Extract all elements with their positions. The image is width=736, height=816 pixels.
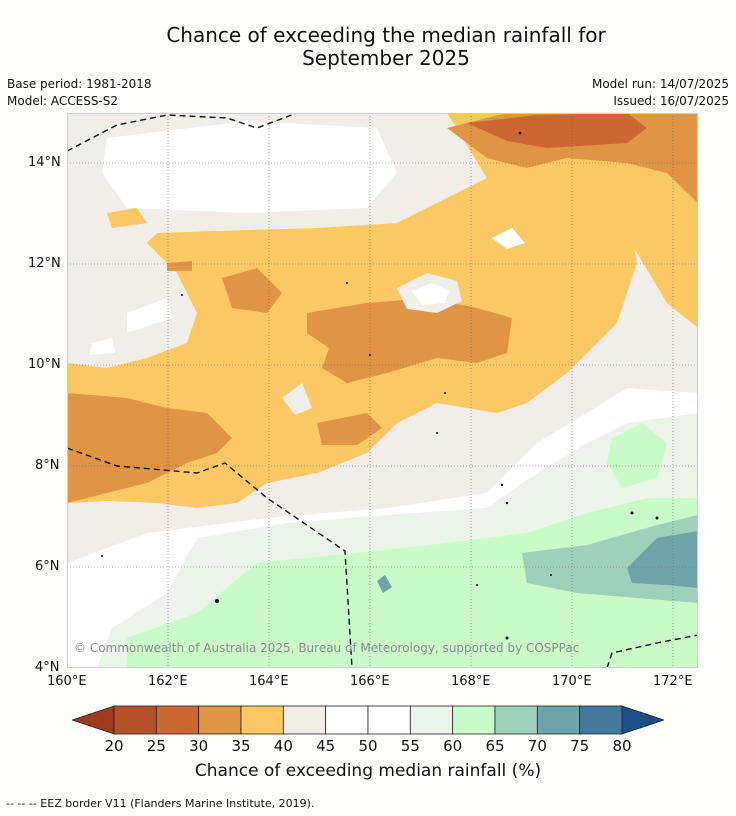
colorbar-bin-65-70 <box>494 705 538 735</box>
contour-65 <box>127 498 698 668</box>
contour-50-small1 <box>89 338 115 355</box>
contour-30-west <box>67 393 232 503</box>
colorbar-tick-50: 50 <box>358 737 378 755</box>
colorbar-bin-30-35 <box>198 705 242 735</box>
eez-footer-note: -- -- -- EEZ border V11 (Flanders Marine… <box>6 797 315 810</box>
island-markers <box>101 131 659 640</box>
contour-35-ne <box>447 113 698 328</box>
colorbar-tick-75: 75 <box>570 737 590 755</box>
lon-tick-168: 168°E <box>451 674 491 689</box>
lon-tick-162: 162°E <box>148 674 188 689</box>
contour-30-small <box>317 413 382 445</box>
colorbar-tick-60: 60 <box>443 737 463 755</box>
chart-title-line1: Chance of exceeding the median rainfall … <box>166 23 606 47</box>
lat-tick-12: 12°N <box>28 256 61 271</box>
colorbar-bin-40-45 <box>282 705 327 735</box>
lat-tick-10: 10°N <box>28 357 61 372</box>
lon-tick-160: 160°E <box>47 674 87 689</box>
colorbar-under-arrow <box>72 705 115 735</box>
colorbar-bin-60-65 <box>452 705 496 735</box>
colorbar-over-arrow <box>621 705 664 735</box>
lon-tick-164: 164°E <box>249 674 289 689</box>
contour-50-hole3 <box>492 228 525 249</box>
model-name: Model: ACCESS-S2 <box>7 94 119 108</box>
lat-tick-8: 8°N <box>35 458 60 473</box>
eez-border <box>67 113 698 668</box>
colorbar-tick-20: 20 <box>104 737 124 755</box>
rainfall-map <box>67 113 698 668</box>
contour-25-ne <box>467 113 647 148</box>
contour-small-75 <box>377 575 392 593</box>
colorbar-tick-65: 65 <box>485 737 505 755</box>
lon-tick-166: 166°E <box>350 674 390 689</box>
chart-title-line2: September 2025 <box>302 46 470 70</box>
colorbar-tick-35: 35 <box>231 737 251 755</box>
colorbar-bin-70-75 <box>536 705 581 735</box>
contour-30-center2 <box>222 268 282 313</box>
colorbar-bin-55-60 <box>409 705 454 735</box>
colorbar-tick-70: 70 <box>527 737 547 755</box>
colorbar-tick-45: 45 <box>316 737 336 755</box>
contour-30-center <box>307 298 512 383</box>
colorbar <box>72 705 664 735</box>
lat-tick-14: 14°N <box>28 155 61 170</box>
colorbar-bin-20-25 <box>113 705 157 735</box>
base-period: Base period: 1981-2018 <box>7 77 152 91</box>
colorbar-bin-50-55 <box>367 705 411 735</box>
colorbar-tick-40: 40 <box>273 737 293 755</box>
colorbar-tick-80: 80 <box>612 737 632 755</box>
colorbar-label: Chance of exceeding median rainfall (%) <box>194 761 542 781</box>
lat-tick-4: 4°N <box>35 660 60 675</box>
colorbar-bin-35-40 <box>240 705 284 735</box>
lon-tick-172: 172°E <box>653 674 693 689</box>
map-frame <box>67 113 698 668</box>
colorbar-tick-25: 25 <box>146 737 166 755</box>
colorbar-bin-25-30 <box>155 705 200 735</box>
contour-35-small <box>107 208 147 228</box>
issued-date: Issued: 16/07/2025 <box>613 94 729 108</box>
contour-50-hole2 <box>282 383 312 415</box>
model-run: Model run: 14/07/2025 <box>591 77 729 91</box>
lat-tick-6: 6°N <box>35 559 60 574</box>
colorbar-tick-55: 55 <box>400 737 420 755</box>
contour-65-north <box>607 423 667 488</box>
gridlines <box>67 113 698 668</box>
lon-tick-170: 170°E <box>552 674 592 689</box>
contour-30-small2 <box>167 261 192 271</box>
colorbar-bin-45-50 <box>325 705 369 735</box>
contour-50-north <box>102 121 397 213</box>
copyright-notice: © Commonwealth of Australia 2025, Bureau… <box>74 641 580 655</box>
contour-75 <box>627 531 698 588</box>
colorbar-tick-30: 30 <box>189 737 209 755</box>
colorbar-bin-75-80 <box>579 705 623 735</box>
contour-50-small2 <box>127 298 172 333</box>
contour-50-hole-inner <box>412 283 449 305</box>
